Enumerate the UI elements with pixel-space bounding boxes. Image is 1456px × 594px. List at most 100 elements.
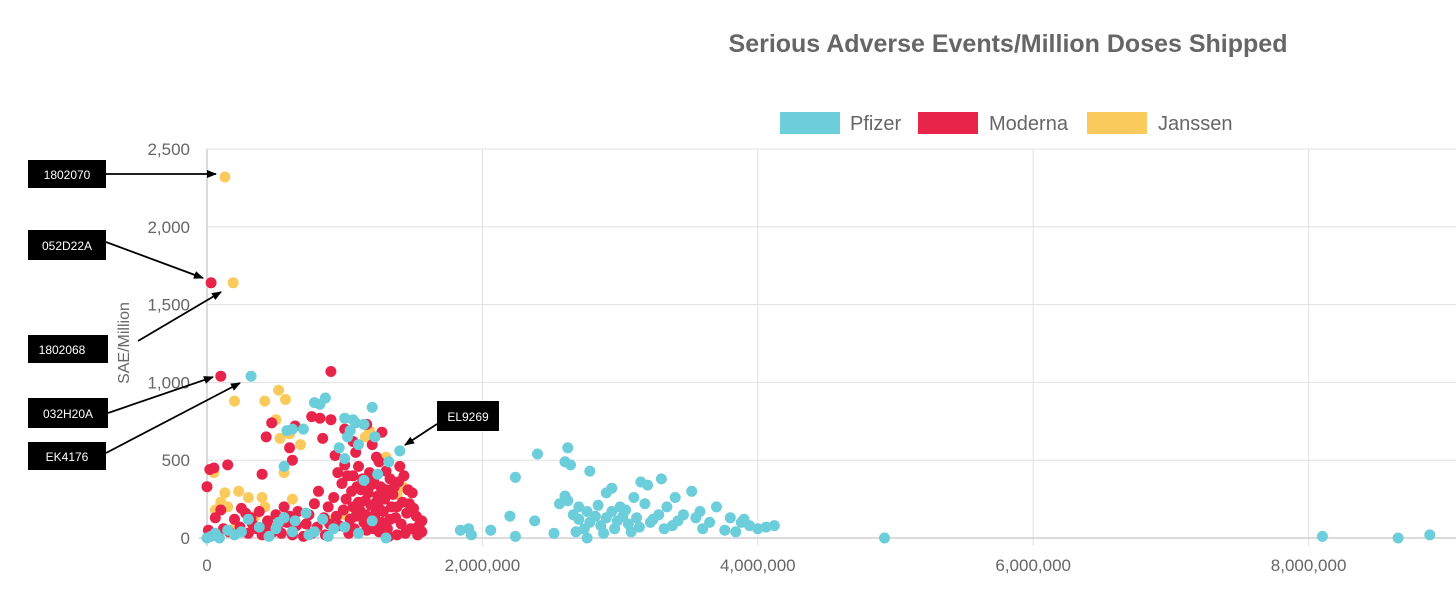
x-tick-label: 6,000,000 xyxy=(995,556,1071,575)
point-pfizer xyxy=(380,532,392,544)
svg-text:052D22A: 052D22A xyxy=(42,239,92,253)
y-tick-label: 1,000 xyxy=(147,373,190,392)
legend-swatch-pfizer xyxy=(780,112,840,134)
point-moderna xyxy=(391,529,403,541)
point-pfizer xyxy=(366,515,378,527)
point-moderna xyxy=(256,468,268,480)
point-pfizer xyxy=(1316,530,1328,542)
point-pfizer xyxy=(314,398,326,410)
point-pfizer xyxy=(278,460,290,472)
point-moderna xyxy=(340,493,352,505)
x-axis: 0 2,000,000 4,000,000 6,000,000 8,000,000 xyxy=(202,556,1346,575)
point-pfizer xyxy=(554,498,565,510)
point-moderna xyxy=(409,523,421,535)
point-pfizer xyxy=(358,418,370,430)
point-pfizer xyxy=(581,532,593,544)
point-pfizer xyxy=(609,523,621,535)
point-pfizer xyxy=(661,501,673,513)
point-janssen xyxy=(273,384,285,396)
point-pfizer xyxy=(592,499,604,511)
point-pfizer xyxy=(358,474,370,486)
point-pfizer xyxy=(339,412,351,424)
point-pfizer xyxy=(570,526,582,538)
y-axis: 0 500 1,000 1,500 2,000 2,500 xyxy=(147,140,190,548)
point-janssen xyxy=(229,395,240,407)
point-pfizer xyxy=(686,485,698,497)
legend-label-janssen: Janssen xyxy=(1158,113,1233,135)
point-moderna xyxy=(347,470,359,482)
point-pfizer xyxy=(366,401,378,413)
point-janssen xyxy=(274,432,286,444)
point-moderna xyxy=(395,518,407,530)
point-moderna xyxy=(253,506,265,517)
data-points xyxy=(201,171,1436,544)
point-pfizer xyxy=(532,448,543,460)
y-tick-label: 1,500 xyxy=(147,296,190,315)
legend: Pfizer Moderna Janssen xyxy=(780,112,1233,135)
y-axis-label: SAE/Million xyxy=(116,302,133,384)
point-moderna xyxy=(392,476,404,488)
point-moderna xyxy=(215,504,227,516)
x-tick-label: 8,000,000 xyxy=(1271,556,1347,575)
point-pfizer xyxy=(328,523,340,535)
point-pfizer xyxy=(584,465,596,477)
point-pfizer xyxy=(350,417,362,429)
svg-text:032H20A: 032H20A xyxy=(43,407,93,421)
annotation-EK4176: EK4176 xyxy=(28,382,241,470)
point-pfizer xyxy=(369,431,381,443)
annotations: 1802070 052D22A 1802068 032H20A EK4176 E… xyxy=(28,160,499,470)
chart-title: Serious Adverse Events/Million Doses Shi… xyxy=(729,30,1288,58)
point-pfizer xyxy=(573,513,585,525)
point-pfizer xyxy=(339,521,351,533)
point-moderna xyxy=(314,412,326,424)
point-moderna xyxy=(373,456,385,468)
point-moderna xyxy=(292,506,304,517)
point-pfizer xyxy=(633,521,645,533)
point-janssen xyxy=(233,485,245,497)
point-pfizer xyxy=(353,527,364,539)
point-pfizer xyxy=(394,445,406,457)
point-pfizer xyxy=(768,520,780,532)
point-pfizer xyxy=(485,524,497,536)
point-pfizer xyxy=(339,453,351,465)
point-moderna xyxy=(350,510,362,522)
point-moderna xyxy=(353,460,364,472)
point-pfizer xyxy=(573,501,585,513)
point-pfizer xyxy=(562,442,574,454)
point-moderna xyxy=(332,467,344,479)
point-moderna xyxy=(260,431,272,443)
point-janssen xyxy=(219,487,231,499)
point-moderna xyxy=(278,501,290,513)
point-pfizer xyxy=(342,431,353,443)
point-pfizer xyxy=(719,524,731,536)
point-pfizer xyxy=(213,532,225,544)
point-moderna xyxy=(384,513,396,525)
point-janssen xyxy=(227,277,239,289)
point-moderna xyxy=(300,518,312,530)
point-pfizer xyxy=(253,521,265,533)
point-pfizer xyxy=(738,513,750,525)
point-moderna xyxy=(325,366,337,377)
point-moderna xyxy=(325,414,337,426)
point-pfizer xyxy=(628,492,640,503)
point-janssen xyxy=(256,492,268,503)
x-tick-label: 4,000,000 xyxy=(720,556,796,575)
point-moderna xyxy=(355,484,367,496)
point-pfizer xyxy=(504,510,516,522)
point-pfizer xyxy=(658,523,670,535)
x-tick-label: 2,000,000 xyxy=(445,556,521,575)
y-tick-label: 0 xyxy=(181,529,190,548)
point-moderna xyxy=(201,481,213,493)
point-moderna xyxy=(284,442,296,454)
point-pfizer xyxy=(372,468,384,480)
point-pfizer xyxy=(697,523,709,535)
point-pfizer xyxy=(263,530,275,542)
point-moderna xyxy=(364,467,375,479)
svg-text:EL9269: EL9269 xyxy=(447,410,489,424)
point-pfizer xyxy=(509,530,521,542)
point-janssen xyxy=(219,171,231,183)
legend-swatch-janssen xyxy=(1087,112,1147,134)
point-moderna xyxy=(391,501,403,513)
point-moderna xyxy=(401,507,413,519)
point-pfizer xyxy=(454,524,466,536)
